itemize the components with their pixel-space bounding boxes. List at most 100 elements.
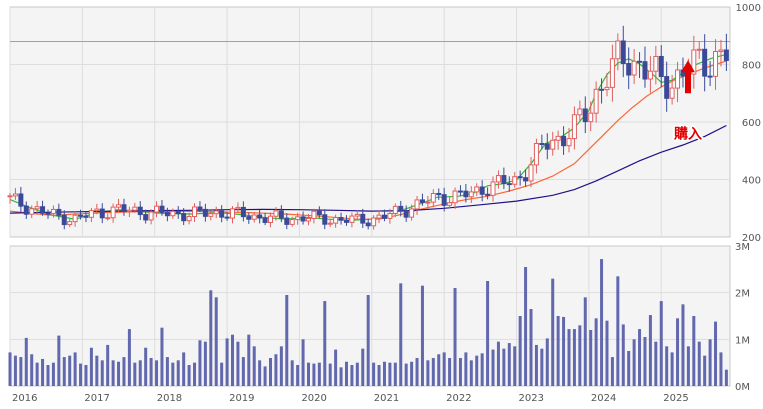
purchase-annotation: 購入 [672, 60, 704, 144]
volume-tick-label: 1M [735, 335, 750, 346]
candle-body [468, 191, 474, 198]
candle-body [664, 76, 670, 99]
volume-bar [410, 361, 414, 386]
volume-bar [165, 357, 169, 386]
candle-body [240, 206, 246, 218]
candle-body [343, 219, 349, 223]
volume-bar [274, 354, 278, 386]
volume-bar [654, 341, 658, 386]
volume-bar [600, 259, 604, 386]
volume-bar [665, 346, 669, 386]
candle-body [143, 214, 149, 221]
volume-bar [404, 363, 408, 386]
candle-body [365, 222, 371, 227]
price-tick-label: 800 [742, 61, 761, 72]
candle-body [116, 204, 122, 208]
purchase-arrow-icon [681, 60, 695, 94]
volume-bar [46, 365, 50, 386]
volume-bar [610, 357, 614, 386]
volume-bar [638, 329, 642, 386]
year-tick-label: 2021 [374, 393, 399, 404]
volume-bar [89, 347, 93, 386]
volume-bar [648, 315, 652, 386]
candle-body [436, 192, 442, 196]
candle-body [360, 213, 366, 224]
year-tick-label: 2025 [663, 393, 688, 404]
candle-body [311, 210, 317, 220]
year-tick-label: 2020 [301, 393, 326, 404]
volume-bar [13, 355, 17, 386]
candle-body [246, 216, 252, 220]
volume-bar [312, 363, 316, 386]
volume-bar [719, 352, 723, 386]
purchase-label: 購入 [673, 126, 702, 143]
volume-bar [513, 346, 517, 386]
volume-bar [214, 297, 218, 386]
volume-bar [562, 316, 566, 386]
volume-bar [127, 329, 131, 386]
volume-bar [236, 341, 240, 386]
candle-body [72, 214, 78, 223]
candle-body [691, 49, 697, 75]
candle-body [528, 164, 534, 182]
volume-bar [84, 365, 88, 386]
volume-bar [79, 363, 83, 386]
moving-average-ma-long [9, 124, 727, 214]
year-tick-label: 2019 [229, 393, 254, 404]
candle-body [154, 205, 160, 213]
candle-body [94, 208, 100, 212]
volume-bar [534, 344, 538, 386]
volume-bar [339, 367, 343, 386]
volume-bar [225, 338, 229, 386]
volume-bar [68, 355, 72, 386]
candle-body [517, 176, 523, 179]
volume-bar [486, 281, 490, 386]
volume-bar [19, 357, 23, 386]
volume-bar [323, 301, 327, 386]
volume-bar [686, 346, 690, 386]
year-tick-label: 2018 [157, 393, 182, 404]
volume-bar [122, 357, 126, 386]
volume-bar [187, 365, 191, 386]
candle-body [637, 60, 643, 63]
candle-body [702, 48, 708, 77]
candle-body [12, 193, 18, 197]
volume-bar [724, 369, 728, 386]
volume-bar [382, 361, 386, 386]
candle-body [349, 215, 355, 223]
candle-body [669, 87, 675, 99]
volume-bar [361, 348, 365, 386]
volume-bar [616, 276, 620, 386]
candle-body [235, 206, 241, 210]
candle-body [566, 138, 572, 147]
volume-bar [220, 362, 224, 386]
candle-body [327, 222, 333, 225]
candle-body [419, 199, 425, 203]
volume-bar [632, 339, 636, 386]
candle-body [278, 210, 284, 219]
price-axis-labels: 200 400 600 800 1000 [736, 3, 761, 244]
volume-bar [176, 360, 180, 386]
year-tick-label: 2023 [519, 393, 544, 404]
volume-bar [209, 290, 213, 386]
candle-body [609, 58, 615, 88]
candle-body [273, 210, 279, 217]
candle-body [224, 216, 230, 219]
year-tick-label: 2024 [591, 393, 616, 404]
candle-body [550, 139, 556, 150]
candle-body [713, 51, 719, 77]
volume-axis-labels: 0M 1M 2M 3M [735, 242, 750, 393]
volume-bar [95, 355, 99, 386]
candle-body [387, 212, 393, 219]
volume-bar [100, 360, 104, 386]
volume-bar [73, 352, 77, 386]
volume-bar [133, 362, 137, 386]
volume-bar [442, 352, 446, 386]
volume-bar [551, 278, 555, 386]
candle-body [425, 201, 431, 204]
volume-bar [171, 362, 175, 386]
volume-bar [62, 357, 66, 386]
candle-body [257, 214, 263, 219]
candle-body [631, 60, 637, 76]
candle-body [539, 142, 545, 145]
